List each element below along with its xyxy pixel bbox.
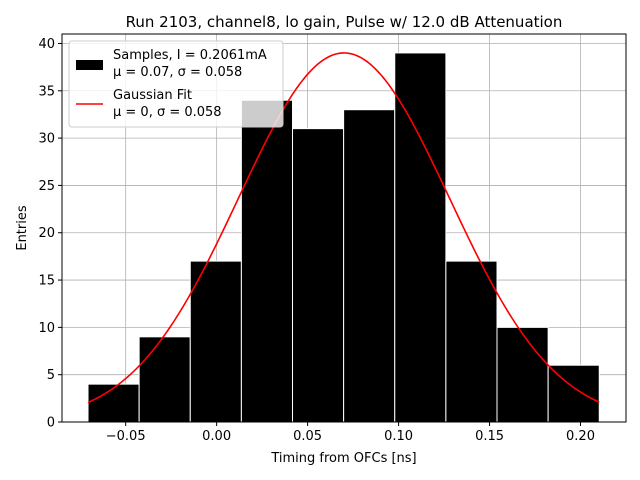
- y-tick-label: 15: [38, 274, 55, 289]
- x-tick-label: 0.15: [475, 429, 504, 444]
- legend-fit-label: Gaussian Fit: [113, 88, 192, 103]
- y-axis-label: Entries: [15, 205, 30, 251]
- y-tick-label: 5: [47, 368, 55, 383]
- histogram-bars: [87, 52, 600, 423]
- y-tick-label: 35: [38, 84, 55, 99]
- legend-box: [68, 40, 284, 128]
- histogram-bar: [138, 336, 191, 423]
- histogram-bar: [445, 260, 498, 423]
- histogram-bar: [189, 260, 242, 423]
- y-tick-label: 0: [47, 416, 55, 431]
- histogram-bar: [343, 109, 396, 423]
- y-tick-label: 25: [38, 179, 55, 194]
- histogram-bar: [394, 52, 447, 423]
- y-tick-label: 30: [38, 132, 55, 147]
- histogram-bar: [87, 383, 140, 423]
- histogram-bar: [240, 99, 294, 423]
- x-tick-label: 0.00: [202, 429, 231, 444]
- chart-title: Run 2103, channel8, lo gain, Pulse w/ 12…: [126, 13, 563, 31]
- y-tick-label: 10: [38, 321, 55, 336]
- gaussian-fit-layer: [87, 52, 600, 404]
- x-tick-label: 0.10: [384, 429, 413, 444]
- histogram-bar: [496, 326, 549, 423]
- legend-samples-swatch: [76, 60, 103, 70]
- plot-frame: [61, 33, 627, 423]
- gaussian-fit-curve: [87, 52, 600, 404]
- axis-ticks: −0.05 0.00 0.05 0.10 0.15 0.20 0 5 10 15 20 25 30 35 4…: [38, 37, 595, 444]
- legend-samples-stats: μ = 0.07, σ = 0.058: [113, 65, 242, 80]
- x-tick-label: −0.05: [106, 429, 146, 444]
- histogram-bar: [292, 128, 345, 423]
- x-tick-label: 0.20: [566, 429, 595, 444]
- y-tick-label: 40: [38, 37, 55, 52]
- x-tick-label: 0.05: [293, 429, 322, 444]
- legend-samples-label: Samples, I = 0.2061mA: [113, 48, 267, 63]
- y-tick-label: 20: [38, 226, 55, 241]
- legend: Samples, I = 0.2061mA μ = 0.07, σ = 0.05…: [68, 40, 284, 128]
- x-axis-label: Timing from OFCs [ns]: [270, 451, 416, 466]
- legend-fit-stats: μ = 0, σ = 0.058: [113, 105, 222, 120]
